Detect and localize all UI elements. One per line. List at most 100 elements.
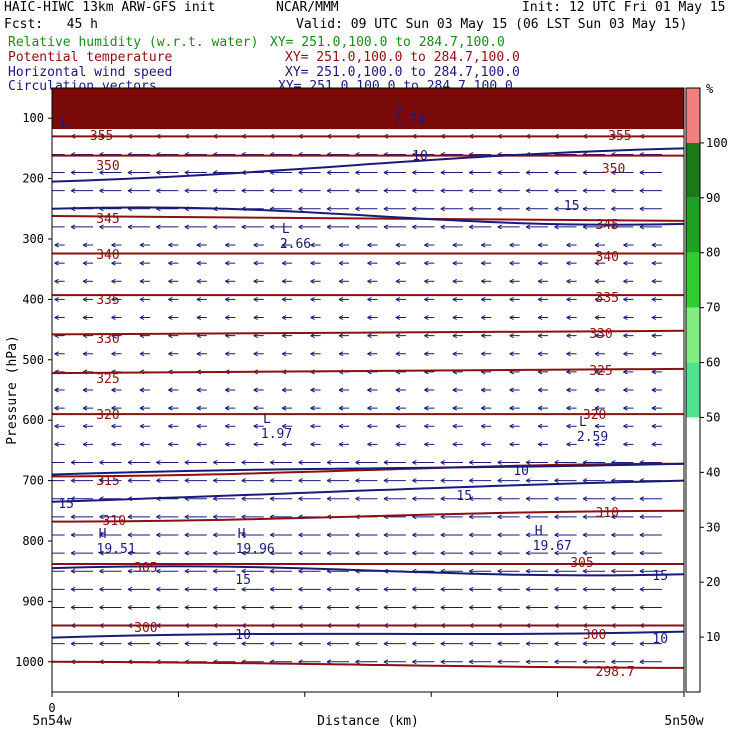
path-mark-927 — [70, 514, 76, 520]
theta-label-2: 350 — [96, 159, 119, 174]
path-mark-171 — [582, 188, 588, 194]
path-mark-931 — [127, 514, 133, 520]
path-mark-773 — [395, 441, 401, 447]
path-mark-1185 — [611, 604, 616, 610]
path-mark-437 — [623, 296, 628, 302]
path-mark-807 — [241, 460, 246, 465]
path-mark-439 — [651, 296, 657, 302]
path-mark-355 — [82, 278, 88, 284]
theta-label-23: 298.7 — [596, 665, 635, 680]
path-mark-1043 — [469, 550, 474, 556]
path-mark-785 — [566, 441, 571, 447]
path-mark-1189 — [43, 624, 47, 628]
path-mark-629 — [225, 387, 230, 393]
path-mark-219 — [639, 206, 645, 212]
path-mark-677 — [281, 405, 287, 411]
path-mark-557 — [452, 351, 458, 357]
path-mark-385 — [509, 278, 514, 284]
path-mark-711 — [139, 423, 145, 429]
path-mark-429 — [509, 296, 514, 302]
path-mark-251 — [469, 224, 474, 230]
path-mark-525 — [623, 333, 628, 339]
path-mark-1037 — [383, 550, 389, 556]
path-mark-767 — [310, 441, 315, 447]
path-mark-1163 — [298, 604, 303, 610]
path-mark-155 — [355, 188, 360, 194]
path-mark-1237 — [99, 641, 104, 647]
theta-label-14: 320 — [96, 408, 119, 423]
extremum-value-4: 2.59 — [577, 430, 608, 445]
path-mark-397 — [54, 296, 59, 302]
path-mark-311 — [82, 260, 88, 266]
theta-label-13: 325 — [589, 364, 612, 379]
path-mark-141 — [156, 188, 161, 194]
path-mark-127 — [582, 170, 588, 176]
path-mark-759 — [196, 441, 202, 447]
path-mark-461 — [338, 315, 344, 320]
theta-contour-12 — [52, 660, 684, 669]
theta-label-22: 300 — [583, 628, 606, 643]
theta-label-11: 330 — [589, 327, 612, 342]
path-mark-359 — [139, 278, 145, 284]
path-mark-243 — [355, 224, 360, 230]
path-mark-1179 — [525, 604, 531, 610]
path-mark-737 — [509, 423, 514, 429]
path-mark-477 — [566, 315, 571, 320]
path-mark-689 — [452, 405, 458, 411]
colorbar-seg-80-90 — [686, 197, 700, 253]
path-mark-843 — [127, 478, 133, 484]
path-mark-805 — [213, 460, 218, 465]
field-vectors-name: Circulation vectors — [8, 80, 157, 90]
x-axis-label: Distance (km) — [317, 714, 419, 729]
path-mark-177 — [43, 207, 47, 211]
path-mark-625 — [168, 387, 173, 393]
path-mark-569 — [623, 351, 628, 357]
extremum-marker-2: L — [282, 222, 290, 237]
path-mark-391 — [594, 278, 600, 284]
path-mark-209 — [497, 206, 502, 212]
path-mark-215 — [582, 206, 588, 212]
extremum-value-1: 2.74 — [394, 113, 425, 128]
path-mark-743 — [594, 423, 600, 429]
path-mark-1041 — [440, 550, 446, 556]
path-mark-107 — [298, 170, 303, 176]
x-endpoint-left: 5n54w — [32, 714, 71, 729]
path-mark-1147 — [70, 604, 76, 610]
path-mark-693 — [509, 405, 514, 411]
path-mark-295 — [481, 242, 486, 248]
theta-contour-6 — [52, 367, 684, 375]
path-mark-433 — [566, 296, 571, 302]
path-mark-1063 — [127, 568, 133, 574]
path-mark-407 — [196, 296, 202, 302]
path-mark-811 — [298, 460, 303, 465]
path-mark-1107 — [127, 586, 133, 592]
path-mark-847 — [184, 478, 190, 484]
wind-contour-0 — [52, 147, 684, 183]
path-mark-45 — [43, 152, 47, 156]
path-mark-1003 — [525, 532, 531, 538]
path-mark-271 — [139, 242, 145, 248]
path-mark-653 — [566, 387, 571, 393]
path-mark-373 — [338, 278, 344, 284]
path-mark-865 — [440, 478, 446, 484]
path-mark-129 — [611, 170, 616, 176]
path-mark-863 — [412, 478, 417, 484]
path-mark-1135 — [525, 586, 531, 592]
path-mark-445 — [111, 315, 116, 320]
path-mark-685 — [395, 405, 401, 411]
colorbar-unit: % — [706, 82, 714, 96]
extremum-value-3: 1.97 — [261, 427, 292, 442]
path-mark-1183 — [582, 604, 588, 610]
path-mark-109 — [326, 170, 332, 176]
path-mark-907 — [412, 496, 417, 502]
path-mark-1111 — [184, 586, 190, 592]
path-mark-275 — [196, 242, 202, 248]
path-mark-673 — [225, 405, 230, 411]
path-mark-199 — [355, 206, 360, 212]
path-mark-527 — [651, 333, 657, 339]
path-mark-1249 — [269, 641, 275, 647]
path-mark-1045 — [497, 550, 502, 556]
path-mark-1007 — [582, 532, 588, 538]
path-mark-963 — [582, 514, 588, 520]
path-mark-533 — [111, 351, 116, 357]
